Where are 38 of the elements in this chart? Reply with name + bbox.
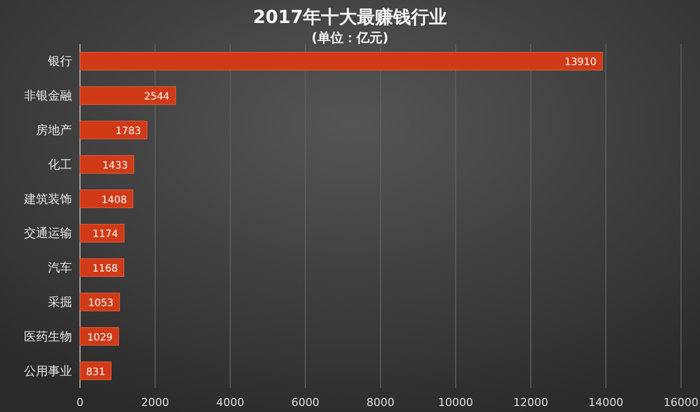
- bar: [80, 120, 148, 140]
- y-tick-label: 非银金融: [24, 88, 72, 103]
- data-label: 1029: [87, 332, 113, 344]
- data-label: 1408: [101, 194, 127, 206]
- chart-subtitle: (单位：亿元): [312, 30, 388, 46]
- x-tick-label: 0: [76, 396, 84, 409]
- bar: [80, 292, 120, 312]
- data-label: 1783: [116, 126, 141, 137]
- x-tick-label: 16000: [664, 396, 698, 409]
- data-label: 2544: [144, 92, 170, 103]
- x-tick-label: 12000: [513, 396, 548, 409]
- y-tick-label: 化工: [48, 157, 72, 172]
- x-tick-label: 4000: [216, 396, 244, 409]
- y-tick-label: 房地产: [36, 123, 72, 137]
- bar: [80, 86, 176, 105]
- bar: [80, 224, 124, 242]
- bar: [80, 52, 603, 70]
- data-label: 13910: [564, 57, 596, 68]
- y-tick-label: 医药生物: [24, 329, 72, 344]
- x-tick-label: 2000: [141, 396, 170, 409]
- data-label: 831: [86, 366, 106, 378]
- data-label: 1174: [92, 229, 118, 240]
- y-tick-label: 公用事业: [24, 364, 72, 378]
- bar: [80, 155, 134, 174]
- bar: [80, 190, 134, 208]
- x-tick-label: 6000: [291, 396, 320, 409]
- data-label: 1433: [102, 160, 128, 172]
- x-tick-label: 8000: [366, 396, 394, 409]
- y-tick-label: 银行: [47, 54, 72, 68]
- chart-title: 2017年十大最赚钱行业: [252, 7, 448, 28]
- y-tick-label: 建筑装饰: [23, 192, 72, 206]
- y-tick-label: 汽车: [48, 260, 72, 275]
- data-label: 1053: [88, 298, 114, 309]
- x-tick-label: 10000: [438, 396, 474, 409]
- y-tick-label: 采掘: [48, 295, 72, 309]
- y-tick-label: 交通运输: [24, 226, 72, 240]
- data-label: 1168: [92, 264, 118, 275]
- x-tick-label: 14000: [588, 396, 624, 409]
